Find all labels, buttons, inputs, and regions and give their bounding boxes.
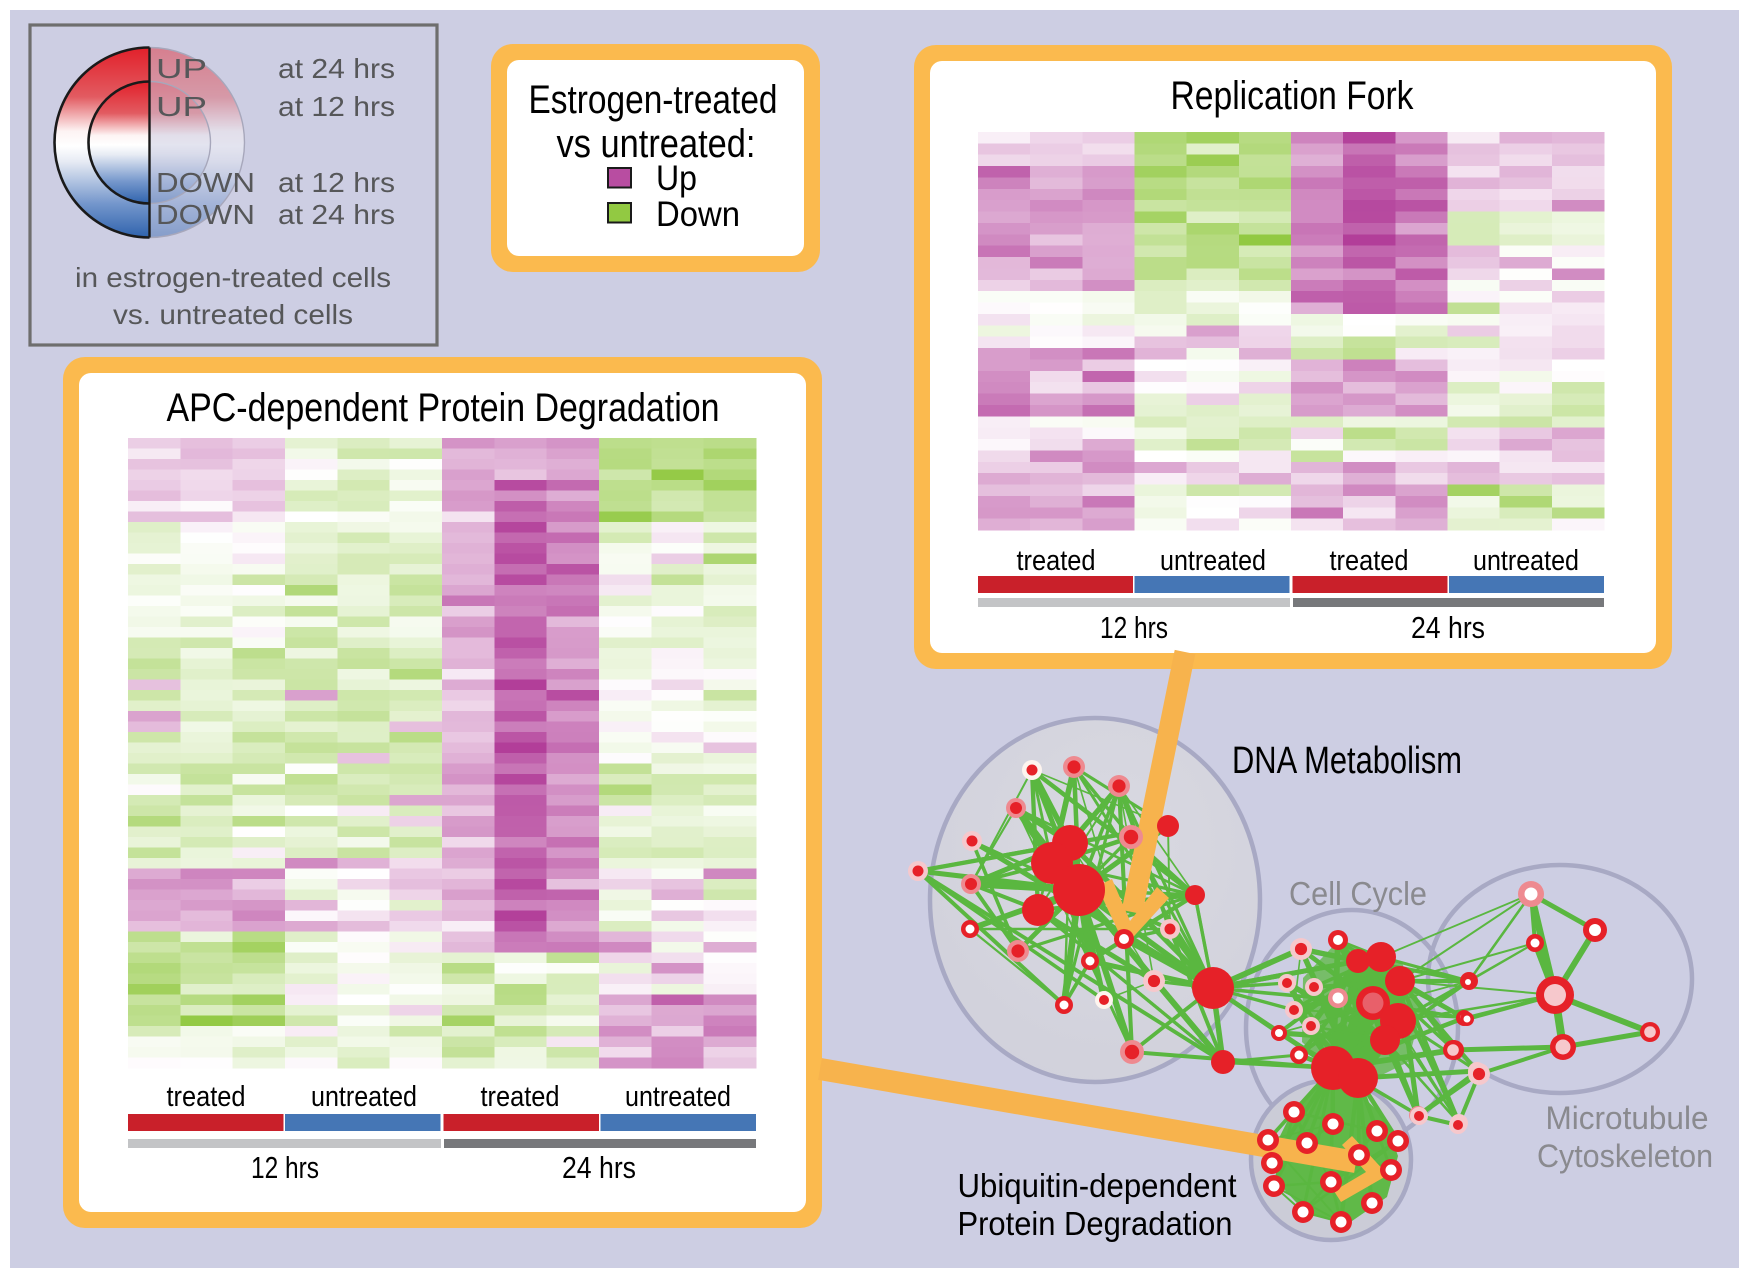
svg-text:untreated: untreated [1160, 545, 1266, 577]
svg-text:Microtubule: Microtubule [1546, 1100, 1709, 1136]
svg-text:12 hrs: 12 hrs [251, 1150, 319, 1185]
svg-text:Down: Down [656, 195, 740, 234]
svg-text:Ubiquitin-dependent: Ubiquitin-dependent [958, 1167, 1237, 1204]
svg-text:DNA Metabolism: DNA Metabolism [1232, 740, 1462, 782]
svg-text:12 hrs: 12 hrs [1100, 610, 1168, 645]
svg-text:24 hrs: 24 hrs [562, 1150, 636, 1185]
svg-text:Cell Cycle: Cell Cycle [1289, 875, 1427, 912]
svg-text:24 hrs: 24 hrs [1411, 610, 1485, 645]
svg-text:at 24 hrs: at 24 hrs [278, 53, 395, 84]
svg-text:Cytoskeleton: Cytoskeleton [1537, 1138, 1713, 1174]
svg-text:Protein Degradation: Protein Degradation [958, 1205, 1233, 1242]
svg-text:Up: Up [656, 159, 697, 198]
svg-text:untreated: untreated [625, 1081, 731, 1113]
svg-text:Estrogen-treated: Estrogen-treated [529, 78, 778, 122]
svg-text:Replication Fork: Replication Fork [1171, 74, 1415, 118]
svg-text:treated: treated [481, 1081, 560, 1113]
svg-text:at 12 hrs: at 12 hrs [278, 167, 395, 198]
svg-text:untreated: untreated [311, 1081, 417, 1113]
svg-text:in estrogen-treated cells: in estrogen-treated cells [75, 262, 391, 293]
svg-text:APC-dependent Protein Degradat: APC-dependent Protein Degradation [167, 386, 720, 430]
svg-text:DOWN: DOWN [156, 199, 255, 230]
svg-text:vs untreated:: vs untreated: [557, 122, 756, 166]
svg-text:treated: treated [1330, 545, 1409, 577]
svg-text:DOWN: DOWN [156, 167, 255, 198]
svg-text:treated: treated [167, 1081, 246, 1113]
svg-text:treated: treated [1017, 545, 1096, 577]
svg-text:at 24 hrs: at 24 hrs [278, 199, 395, 230]
svg-text:at 12 hrs: at 12 hrs [278, 91, 395, 122]
svg-text:UP: UP [156, 53, 207, 84]
svg-text:UP: UP [156, 91, 207, 122]
svg-text:vs. untreated cells: vs. untreated cells [113, 299, 353, 330]
svg-text:untreated: untreated [1473, 545, 1579, 577]
